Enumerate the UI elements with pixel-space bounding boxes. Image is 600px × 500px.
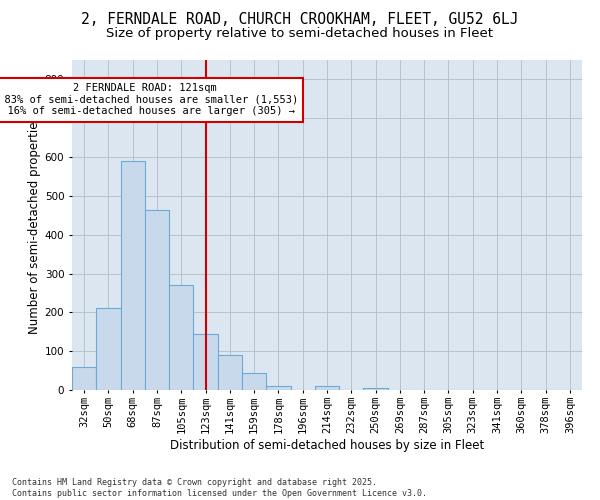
- Bar: [169, 285, 193, 390]
- Text: 2, FERNDALE ROAD, CHURCH CROOKHAM, FLEET, GU52 6LJ: 2, FERNDALE ROAD, CHURCH CROOKHAM, FLEET…: [81, 12, 519, 28]
- Text: 2 FERNDALE ROAD: 121sqm
← 83% of semi-detached houses are smaller (1,553)
  16% : 2 FERNDALE ROAD: 121sqm ← 83% of semi-de…: [0, 84, 298, 116]
- Bar: [315, 386, 339, 390]
- Bar: [96, 308, 121, 390]
- Bar: [266, 386, 290, 390]
- Bar: [364, 388, 388, 390]
- Bar: [72, 366, 96, 390]
- Bar: [242, 372, 266, 390]
- Text: Contains HM Land Registry data © Crown copyright and database right 2025.
Contai: Contains HM Land Registry data © Crown c…: [12, 478, 427, 498]
- Text: Size of property relative to semi-detached houses in Fleet: Size of property relative to semi-detach…: [107, 28, 493, 40]
- Y-axis label: Number of semi-detached properties: Number of semi-detached properties: [28, 116, 41, 334]
- Bar: [145, 210, 169, 390]
- X-axis label: Distribution of semi-detached houses by size in Fleet: Distribution of semi-detached houses by …: [170, 438, 484, 452]
- Bar: [218, 355, 242, 390]
- Bar: [193, 334, 218, 390]
- Bar: [121, 161, 145, 390]
